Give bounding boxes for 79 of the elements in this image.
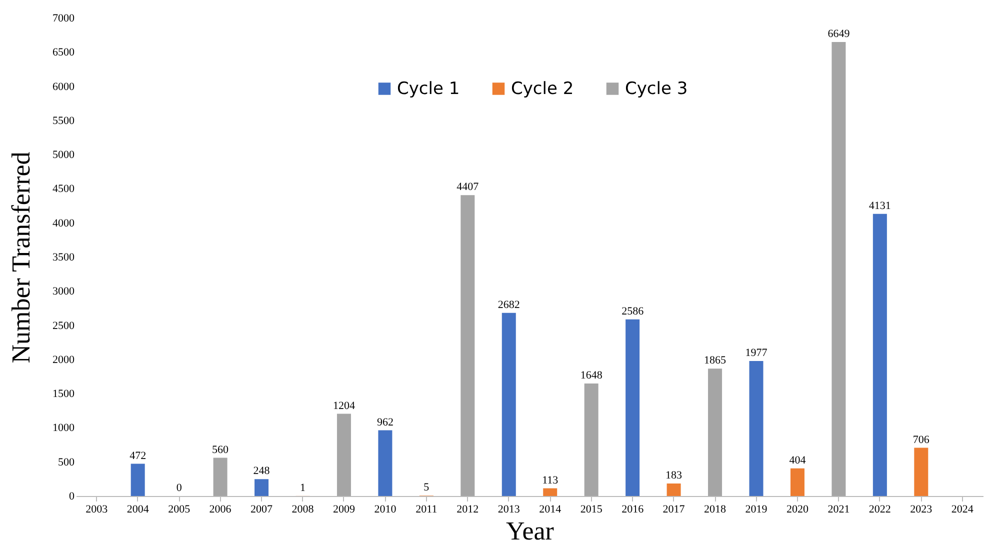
data-label: 2586 (622, 305, 644, 318)
y-tick-label: 1500 (52, 388, 75, 400)
y-tick-label: 2000 (52, 354, 75, 366)
x-tick-label: 2019 (745, 504, 768, 516)
data-label: 1977 (745, 347, 768, 359)
x-tick-label: 2023 (910, 504, 933, 516)
y-tick-label: 500 (58, 456, 75, 468)
bar (832, 42, 846, 496)
x-tick-label: 2014 (539, 504, 562, 516)
bar (502, 312, 516, 496)
x-tick-label: 2018 (704, 504, 727, 516)
data-label: 1 (300, 482, 306, 494)
bar (213, 458, 228, 496)
data-label: 1865 (704, 354, 727, 367)
x-tick-label: 2021 (828, 504, 850, 516)
data-label: 248 (253, 465, 270, 478)
bar (460, 195, 475, 496)
x-tick-label: 2024 (951, 504, 974, 516)
x-tick-label: 2010 (374, 504, 397, 516)
data-label: 0 (176, 482, 182, 494)
legend-label: Cycle 3 (625, 78, 688, 99)
x-tick-label: 2008 (292, 504, 314, 516)
y-tick-label: 7000 (52, 12, 75, 24)
bar (872, 214, 887, 496)
y-tick-label: 3500 (52, 252, 75, 264)
data-label: 183 (666, 470, 683, 482)
y-tick-label: 3000 (52, 286, 75, 298)
x-tick-label: 2022 (868, 504, 891, 516)
bar (336, 414, 351, 496)
x-tick-label: 2020 (786, 504, 809, 516)
legend-label: Cycle 1 (397, 78, 460, 99)
y-tick-label: 6000 (52, 80, 75, 93)
x-tick-label: 2007 (250, 504, 274, 516)
data-label: 4131 (868, 200, 891, 212)
data-label: 962 (376, 416, 394, 428)
x-axis-title: Year (506, 516, 554, 546)
data-label: 1204 (332, 400, 356, 412)
data-label: 706 (912, 434, 930, 446)
y-tick-label: 4500 (52, 183, 75, 196)
bar (914, 448, 928, 496)
y-tick-label: 1000 (52, 422, 75, 434)
bar (708, 368, 722, 496)
x-tick-label: 2013 (498, 504, 520, 516)
data-label: 4407 (456, 181, 480, 194)
x-tick-label: 2015 (580, 504, 603, 516)
bar (254, 479, 269, 496)
data-label: 404 (789, 454, 806, 466)
y-tick-label: 5000 (52, 149, 75, 162)
bar (749, 361, 764, 496)
bar (626, 319, 640, 496)
bar (584, 383, 598, 496)
y-axis-title: Number Transferred (6, 152, 36, 364)
x-tick-label: 2004 (126, 504, 150, 516)
x-tick-label: 2009 (332, 504, 356, 516)
x-tick-label: 2011 (416, 504, 438, 516)
y-tick-label: 0 (69, 490, 75, 502)
x-tick-label: 2017 (662, 504, 686, 516)
y-tick-label: 2500 (52, 320, 75, 332)
y-tick-label: 5500 (52, 114, 75, 127)
bar (790, 468, 804, 496)
data-label: 113 (542, 474, 559, 486)
bar (666, 484, 681, 496)
x-tick-label: 2006 (209, 504, 232, 516)
data-label: 560 (212, 444, 230, 456)
x-tick-label: 2003 (86, 504, 108, 516)
data-label: 1648 (580, 369, 603, 382)
data-label: 472 (130, 450, 146, 462)
bar (378, 430, 392, 496)
x-tick-label: 2012 (456, 504, 479, 516)
y-tick-label: 6500 (52, 46, 75, 59)
legend-label: Cycle 2 (511, 78, 574, 99)
data-label: 5 (424, 482, 430, 494)
data-label: 6649 (828, 28, 850, 40)
bar (130, 464, 145, 496)
data-label: 2682 (498, 298, 520, 311)
bar (543, 488, 558, 496)
x-tick-label: 2005 (168, 504, 191, 516)
x-tick-label: 2016 (622, 504, 644, 516)
y-tick-label: 4000 (52, 217, 75, 230)
